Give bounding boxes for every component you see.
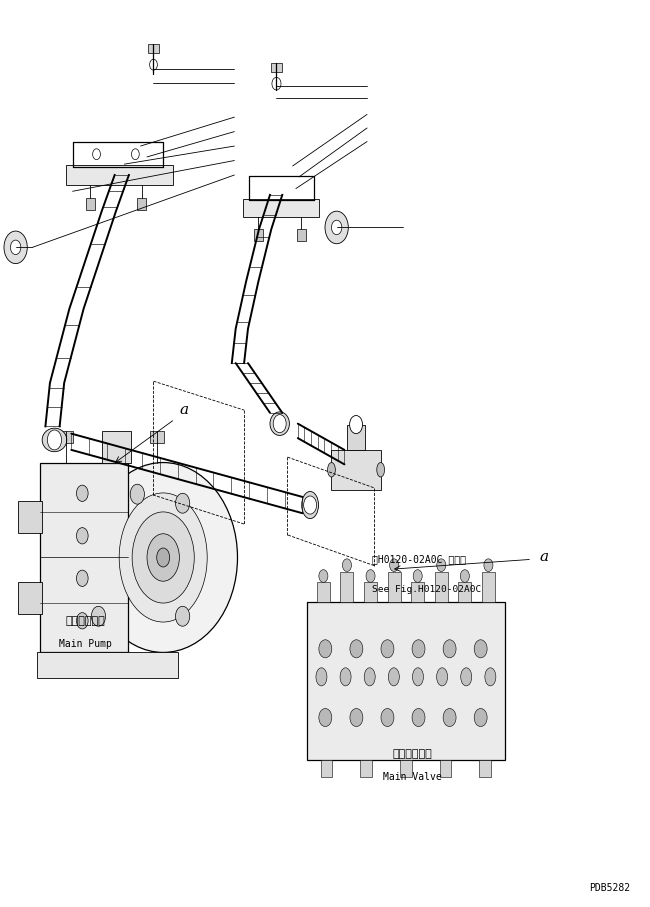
Bar — [411, 582, 424, 602]
Bar — [254, 229, 263, 241]
Circle shape — [460, 570, 469, 582]
Circle shape — [176, 493, 190, 513]
Circle shape — [443, 639, 456, 658]
Circle shape — [93, 149, 100, 160]
Ellipse shape — [437, 668, 448, 686]
Circle shape — [319, 639, 332, 658]
Circle shape — [130, 484, 144, 504]
Bar — [361, 760, 372, 776]
Circle shape — [389, 559, 398, 571]
Circle shape — [474, 639, 487, 658]
Circle shape — [443, 708, 456, 727]
Circle shape — [4, 231, 27, 264]
Circle shape — [412, 708, 425, 727]
Bar — [321, 760, 332, 776]
Ellipse shape — [340, 668, 351, 686]
Circle shape — [131, 149, 139, 160]
Circle shape — [92, 606, 105, 626]
Circle shape — [176, 606, 190, 626]
Circle shape — [381, 639, 394, 658]
Text: PDB5282: PDB5282 — [590, 883, 630, 893]
Bar — [387, 571, 400, 602]
Circle shape — [10, 240, 21, 255]
Text: a: a — [540, 551, 549, 564]
Circle shape — [366, 570, 375, 582]
Text: メインポンプ: メインポンプ — [66, 616, 105, 626]
Ellipse shape — [316, 668, 327, 686]
Circle shape — [77, 485, 88, 502]
Ellipse shape — [328, 463, 335, 477]
Ellipse shape — [42, 428, 67, 452]
Bar — [458, 582, 471, 602]
Ellipse shape — [132, 512, 194, 603]
Ellipse shape — [147, 533, 179, 581]
Circle shape — [412, 639, 425, 658]
Circle shape — [350, 639, 363, 658]
Bar — [482, 571, 495, 602]
Circle shape — [319, 570, 328, 582]
Text: メインバルブ: メインバルブ — [393, 749, 432, 759]
Circle shape — [413, 570, 423, 582]
Bar — [270, 63, 282, 72]
Circle shape — [77, 612, 88, 629]
Bar — [364, 582, 377, 602]
Circle shape — [272, 77, 281, 90]
Circle shape — [319, 708, 332, 727]
Ellipse shape — [413, 668, 423, 686]
Bar — [18, 582, 42, 614]
Ellipse shape — [377, 463, 385, 477]
Ellipse shape — [157, 548, 170, 567]
Bar — [150, 431, 164, 443]
Circle shape — [343, 559, 352, 571]
Bar — [59, 431, 73, 443]
Bar — [332, 450, 381, 490]
Bar — [400, 760, 411, 776]
Bar — [243, 199, 319, 217]
Circle shape — [484, 559, 493, 571]
Bar — [137, 198, 146, 210]
Ellipse shape — [485, 668, 496, 686]
Bar — [18, 501, 42, 533]
Text: Main Valve: Main Valve — [383, 772, 442, 782]
Circle shape — [47, 430, 62, 450]
Circle shape — [273, 414, 286, 433]
Circle shape — [332, 220, 342, 235]
Ellipse shape — [270, 412, 289, 435]
Ellipse shape — [388, 668, 399, 686]
Circle shape — [350, 708, 363, 727]
Bar — [479, 760, 491, 776]
Bar — [307, 602, 504, 760]
Bar — [101, 431, 131, 463]
Bar — [37, 652, 178, 678]
Bar — [148, 44, 159, 53]
Bar — [66, 165, 173, 185]
Circle shape — [437, 559, 446, 571]
Bar — [341, 571, 354, 602]
Text: Main Pump: Main Pump — [59, 639, 112, 649]
Circle shape — [350, 415, 363, 434]
Text: a: a — [179, 403, 188, 417]
Bar — [317, 582, 330, 602]
Circle shape — [474, 708, 487, 727]
Bar — [435, 571, 448, 602]
Ellipse shape — [119, 493, 207, 622]
Circle shape — [325, 211, 348, 244]
Bar — [40, 463, 127, 652]
Ellipse shape — [302, 492, 318, 519]
Bar — [296, 229, 306, 241]
Ellipse shape — [89, 463, 237, 652]
Text: 第H0120-02A0C 図参照: 第H0120-02A0C 図参照 — [372, 554, 465, 564]
Circle shape — [150, 59, 157, 70]
Circle shape — [381, 708, 394, 727]
Bar — [439, 760, 451, 776]
Circle shape — [77, 528, 88, 544]
Bar — [347, 424, 365, 450]
Ellipse shape — [364, 668, 375, 686]
Circle shape — [77, 571, 88, 587]
Text: See Fig.H0120-02A0C: See Fig.H0120-02A0C — [372, 585, 481, 593]
Bar — [86, 198, 95, 210]
Ellipse shape — [461, 668, 472, 686]
Circle shape — [304, 496, 317, 514]
